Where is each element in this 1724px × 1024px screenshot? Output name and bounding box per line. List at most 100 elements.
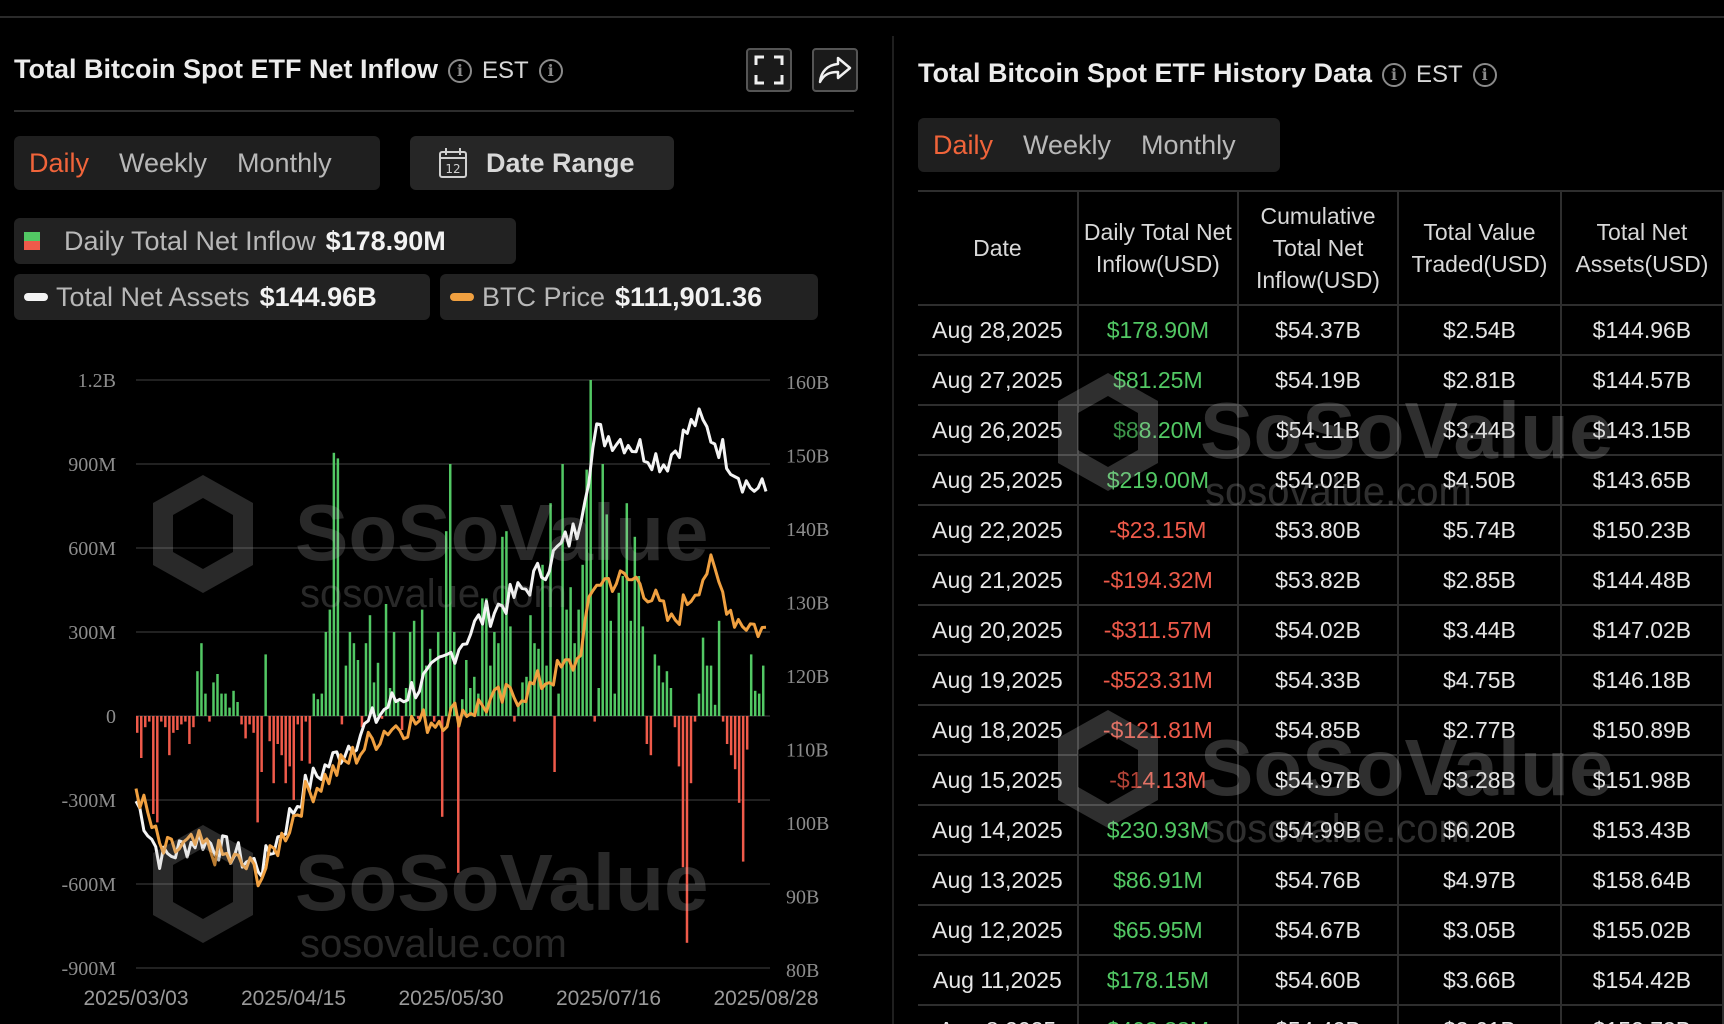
cell-daily-inflow: $403.88M — [1077, 1005, 1239, 1024]
y-left-tick-label: -900M — [62, 958, 117, 980]
table-row[interactable]: Aug 13,2025 $86.91M $54.76B $4.97B $158.64B — [918, 855, 1724, 906]
col-date[interactable]: Date — [918, 190, 1079, 306]
cell-value-traded: $6.20B — [1398, 805, 1562, 856]
inflow-bar — [685, 716, 689, 943]
inflow-bar — [432, 716, 436, 722]
cell-date: Aug 28,2025 — [918, 305, 1079, 356]
table-row[interactable]: Aug 27,2025 $81.25M $54.19B $2.81B $144.57B — [918, 355, 1724, 406]
col-value-traded[interactable]: Total Value Traded(USD) — [1398, 190, 1562, 306]
inflow-bar — [332, 452, 336, 716]
inflow-bar — [420, 609, 424, 716]
cell-cumulative-inflow: $54.19B — [1237, 355, 1400, 406]
inflow-bar — [408, 632, 412, 716]
tab-daily[interactable]: Daily — [29, 147, 90, 178]
inflow-bar — [380, 716, 384, 719]
table-row[interactable]: Aug 15,2025 -$14.13M $54.97B $3.28B $151.98B — [918, 755, 1724, 806]
inflow-bar — [256, 716, 259, 823]
table-row[interactable]: Aug 22,2025 -$23.15M $53.80B $5.74B $150.23B — [918, 505, 1724, 556]
legend-btc-price[interactable]: BTC Price $111,901.36 — [440, 274, 818, 320]
history-info-icon[interactable]: i — [1382, 62, 1407, 87]
table-row[interactable]: Aug 25,2025 $219.00M $54.02B $4.50B $143.65B — [918, 455, 1724, 506]
table-row[interactable]: Aug 20,2025 -$311.57M $54.02B $3.44B $147.02… — [918, 605, 1724, 656]
table-row[interactable]: Aug 8,2025$403.88M$54.42B$3.61B$152.73B — [918, 1005, 1724, 1024]
assets-swatch-icon — [24, 293, 48, 301]
fullscreen-button[interactable] — [746, 48, 792, 92]
col-net-assets[interactable]: Total Net Assets(USD) — [1560, 190, 1724, 306]
table-row[interactable]: Aug 26,2025 $88.20M $54.11B $3.44B $143.15B — [918, 405, 1724, 456]
tab-weekly[interactable]: Weekly — [119, 147, 208, 178]
y-right-tick-label: 160B — [786, 372, 829, 394]
share-button[interactable] — [812, 48, 858, 92]
inflow-bar — [196, 671, 199, 716]
x-tick-label: 2025/03/03 — [83, 987, 188, 1010]
inflow-bar — [364, 643, 368, 716]
inflow-bar — [737, 716, 741, 803]
panel-divider — [892, 36, 894, 1024]
col-cumulative-inflow[interactable]: Cumulative Total Net Inflow(USD) — [1237, 190, 1400, 306]
inflow-bar — [541, 564, 544, 716]
y-right-tick-label: 150B — [786, 446, 829, 468]
y-right-tick-label: 90B — [786, 887, 819, 909]
inflow-bar — [268, 716, 271, 742]
inflow-bar — [753, 690, 757, 716]
x-tick-label: 2025/07/16 — [556, 987, 661, 1010]
cell-daily-inflow: $65.95M — [1077, 905, 1239, 956]
cell-net-assets: $143.65B — [1560, 455, 1724, 506]
legend-daily-inflow[interactable]: Daily Total Net Inflow $178.90M — [14, 218, 516, 264]
inflow-bar — [412, 620, 416, 716]
table-row[interactable]: Aug 18,2025 -$121.81M $54.85B $2.77B $150.89… — [918, 705, 1724, 756]
table-row[interactable]: Aug 28,2025 $178.90M $54.37B $2.54B $144.96B — [918, 305, 1724, 356]
cell-cumulative-inflow: $54.42B — [1237, 1005, 1400, 1024]
inflow-bar — [436, 632, 440, 716]
table-row[interactable]: Aug 11,2025 $178.15M $54.60B $3.66B $154.42B — [918, 955, 1724, 1006]
history-timezone-info-icon[interactable]: i — [1472, 62, 1497, 87]
inflow-bar — [673, 716, 677, 728]
inflow-bar — [721, 716, 725, 722]
inflow-bar — [613, 693, 617, 716]
inflow-bar — [709, 665, 713, 716]
net-inflow-chart[interactable]: 1.2B 900M 600M 300M 0 -300M -600M -900M 160B 150B… — [0, 350, 880, 1024]
history-tab-monthly[interactable]: Monthly — [1141, 129, 1236, 160]
inflow-bar — [497, 643, 500, 716]
y-right-tick-label: 100B — [786, 813, 829, 835]
net-inflow-title: Total Bitcoin Spot ETF Net Inflow i EST i — [14, 54, 573, 85]
y-right-tick-label: 120B — [786, 666, 829, 688]
inflow-bar — [509, 626, 512, 716]
info-icon[interactable]: i — [447, 58, 472, 83]
inflow-bar — [136, 716, 139, 733]
tab-monthly[interactable]: Monthly — [237, 147, 332, 178]
cell-value-traded: $3.28B — [1398, 755, 1562, 806]
inflow-bar — [505, 531, 508, 716]
inflow-bar — [633, 536, 637, 716]
history-tab-daily[interactable]: Daily — [933, 129, 994, 160]
inflow-bar — [296, 716, 299, 725]
cell-daily-inflow: $178.15M — [1077, 955, 1239, 1006]
table-row[interactable]: Aug 12,2025 $65.95M $54.67B $3.05B $155.02B — [918, 905, 1724, 956]
cell-daily-inflow: $88.20M — [1077, 405, 1239, 456]
inflow-bar — [677, 716, 681, 767]
legend-assets-label: Total Net Assets — [56, 281, 250, 312]
cell-daily-inflow: -$523.31M — [1077, 655, 1239, 706]
cell-daily-inflow: -$23.15M — [1077, 505, 1239, 556]
inflow-bar — [621, 576, 625, 716]
history-tab-weekly[interactable]: Weekly — [1023, 129, 1112, 160]
legend-btc-label: BTC Price — [482, 281, 606, 312]
timezone-info-icon[interactable]: i — [538, 58, 563, 83]
cell-cumulative-inflow: $54.60B — [1237, 955, 1400, 1006]
inflow-bar — [513, 716, 516, 722]
date-range-label: Date Range — [486, 147, 635, 178]
legend-net-assets[interactable]: Total Net Assets $144.96B — [14, 274, 430, 320]
col-daily-inflow[interactable]: Daily Total Net Inflow(USD) — [1077, 190, 1239, 306]
cell-net-assets: $144.96B — [1560, 305, 1724, 356]
table-row[interactable]: Aug 21,2025 -$194.32M $53.82B $2.85B $144.48… — [918, 555, 1724, 606]
inflow-bar — [228, 707, 231, 716]
inflow-bar — [653, 654, 657, 716]
date-range-button[interactable]: 12 Date Range — [410, 136, 674, 190]
cell-cumulative-inflow: $54.97B — [1237, 755, 1400, 806]
inflow-bar — [344, 665, 348, 716]
inflow-bar — [340, 716, 344, 725]
cell-net-assets: $143.15B — [1560, 405, 1724, 456]
cell-value-traded: $5.74B — [1398, 505, 1562, 556]
table-row[interactable]: Aug 19,2025 -$523.31M $54.33B $4.75B $146.18… — [918, 655, 1724, 706]
table-row[interactable]: Aug 14,2025 $230.93M $54.99B $6.20B $153.43B — [918, 805, 1724, 856]
